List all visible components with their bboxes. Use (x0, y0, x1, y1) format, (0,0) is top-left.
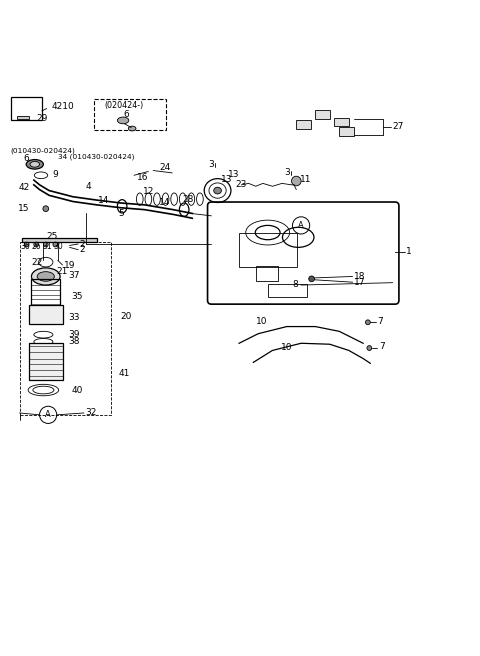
Text: 26: 26 (32, 242, 41, 251)
Bar (239, 233, 297, 267)
Text: 7: 7 (379, 342, 384, 351)
Circle shape (309, 276, 314, 281)
Ellipse shape (32, 268, 60, 285)
Circle shape (43, 242, 48, 247)
Bar (95, 99, 166, 130)
Text: 6: 6 (123, 110, 129, 119)
Text: 4: 4 (86, 182, 92, 191)
Text: 35: 35 (71, 292, 83, 301)
Polygon shape (335, 117, 349, 126)
Bar (32, 279, 60, 309)
Text: 40: 40 (71, 386, 83, 396)
Text: 24: 24 (159, 163, 170, 172)
Text: 17: 17 (354, 277, 365, 287)
Text: 28: 28 (183, 195, 194, 203)
Ellipse shape (26, 159, 43, 169)
Text: 32: 32 (85, 409, 97, 417)
Bar (29, 305, 63, 324)
Circle shape (24, 242, 29, 247)
Polygon shape (315, 110, 330, 119)
Text: 20: 20 (120, 312, 132, 321)
Text: 27: 27 (393, 122, 404, 131)
Text: 21: 21 (57, 267, 68, 276)
Polygon shape (296, 120, 311, 129)
Text: 30: 30 (53, 242, 63, 251)
Circle shape (365, 320, 370, 325)
Circle shape (34, 242, 38, 247)
Text: 33: 33 (69, 312, 80, 321)
Ellipse shape (214, 187, 221, 194)
Text: 4210: 4210 (51, 102, 74, 111)
Text: A: A (45, 411, 51, 419)
Text: 29: 29 (36, 113, 48, 123)
Text: 36: 36 (21, 242, 30, 251)
Text: 6: 6 (24, 154, 29, 163)
Circle shape (367, 346, 372, 350)
Text: 18: 18 (354, 272, 365, 281)
Text: 14: 14 (98, 196, 109, 205)
Text: 5: 5 (119, 209, 124, 218)
Text: 8: 8 (292, 279, 298, 289)
Bar (268, 284, 307, 297)
Bar (22, 238, 97, 242)
Text: 12: 12 (143, 188, 154, 197)
Text: 3: 3 (284, 168, 289, 177)
Text: 7: 7 (377, 317, 383, 326)
Text: 39: 39 (69, 330, 80, 339)
Text: 11: 11 (300, 174, 312, 184)
Ellipse shape (30, 161, 39, 167)
Ellipse shape (128, 126, 136, 131)
Text: 9: 9 (52, 170, 58, 179)
Circle shape (43, 206, 48, 211)
Ellipse shape (291, 176, 301, 186)
Bar (256, 266, 278, 281)
Text: 14: 14 (159, 198, 170, 207)
Bar (20, 242, 111, 415)
Text: 23: 23 (235, 180, 247, 190)
Text: (020424-): (020424-) (104, 100, 143, 110)
Text: 25: 25 (46, 232, 58, 241)
Text: 42: 42 (18, 183, 29, 192)
Text: 10: 10 (256, 317, 268, 326)
Text: 3: 3 (208, 160, 214, 169)
Text: 38: 38 (69, 337, 80, 346)
Ellipse shape (37, 272, 54, 281)
Bar (29, 343, 63, 380)
Text: 16: 16 (137, 173, 148, 182)
Text: 13: 13 (221, 174, 233, 184)
Text: 2: 2 (79, 245, 85, 255)
Bar (11, 96, 42, 121)
Text: 13: 13 (228, 170, 240, 179)
Text: 15: 15 (18, 204, 30, 213)
Polygon shape (339, 127, 354, 136)
Text: 41: 41 (119, 369, 130, 378)
Circle shape (53, 242, 58, 247)
Text: 22: 22 (32, 258, 43, 266)
Text: 37: 37 (69, 270, 80, 279)
Text: 1: 1 (406, 247, 412, 256)
Ellipse shape (117, 117, 129, 124)
Text: 34 (010430-020424): 34 (010430-020424) (58, 154, 134, 161)
Text: 31: 31 (42, 242, 51, 251)
Text: 10: 10 (281, 342, 292, 352)
Bar (17, 115, 29, 119)
FancyBboxPatch shape (207, 202, 399, 304)
Text: 19: 19 (64, 261, 75, 270)
Text: A: A (298, 221, 304, 230)
Text: 2: 2 (79, 239, 85, 249)
Text: (010430-020424): (010430-020424) (10, 147, 75, 154)
